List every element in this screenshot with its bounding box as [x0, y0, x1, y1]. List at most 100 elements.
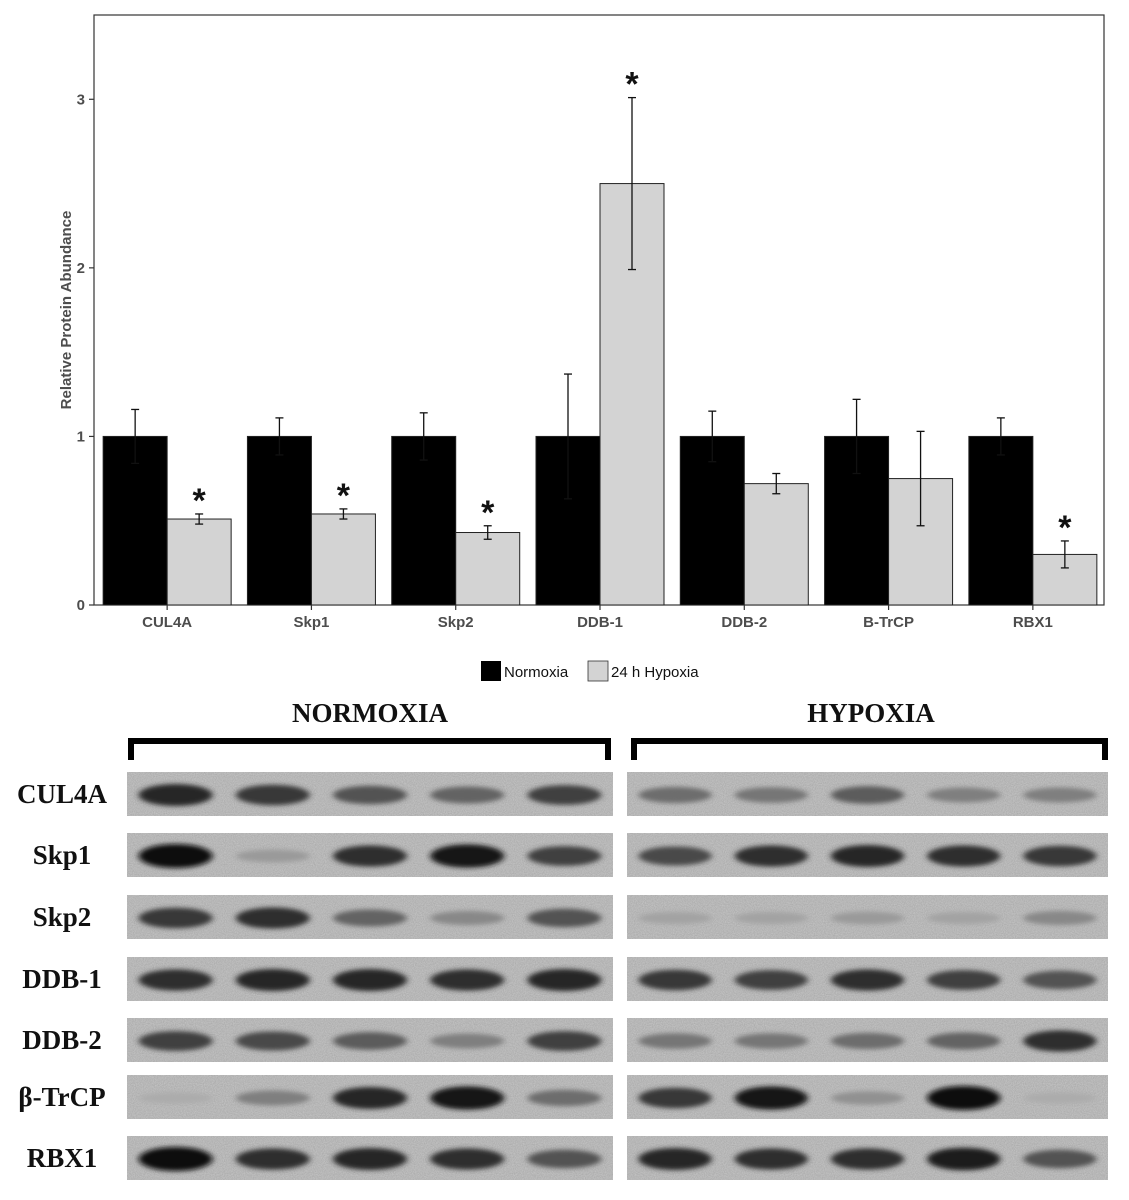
blot-band [138, 844, 213, 868]
x-axis: CUL4A Skp1 Skp2 DDB-1 DDB-2 B-TrCP RBX1 [142, 605, 1053, 631]
legend-swatch-normoxia [481, 661, 501, 681]
x-tick-label: DDB-1 [577, 614, 623, 631]
y-tick-label: 1 [77, 428, 85, 445]
blot-band [333, 969, 407, 991]
blot-band [830, 969, 905, 991]
significance-marker: * [193, 482, 207, 520]
legend-swatch-hypoxia [587, 660, 609, 682]
blot-band [138, 1031, 213, 1051]
blot-band [430, 1148, 505, 1170]
blot-band [830, 911, 905, 925]
x-tick-label: RBX1 [1013, 614, 1053, 631]
blot-band [1023, 1149, 1097, 1169]
blot-band [235, 1148, 310, 1170]
group-label-normoxia: NORMOXIA [292, 698, 448, 728]
y-tick-label: 2 [77, 260, 85, 277]
bar-series: * * * * * [102, 66, 1098, 606]
y-axis-label: Relative Protein Abundance [58, 211, 75, 410]
bracket-hypoxia [631, 738, 1108, 760]
blot-band [333, 785, 407, 805]
blot-band [138, 784, 213, 806]
blot-band [1023, 910, 1097, 926]
blot-band [927, 1086, 1001, 1110]
blot-band [927, 911, 1001, 925]
blot-band [927, 787, 1001, 803]
y-tick-label: 3 [77, 91, 85, 108]
blot-band [830, 1091, 905, 1105]
blot-band [638, 1033, 712, 1049]
blot-row-label: β-TrCP [18, 1082, 105, 1112]
blot-band [333, 1148, 407, 1170]
bar-hypoxia [166, 518, 232, 606]
blot-band [430, 969, 505, 991]
blot-band [927, 1147, 1001, 1171]
bar-normoxia [102, 435, 168, 606]
y-tick-label: 0 [77, 597, 85, 614]
bracket-normoxia [128, 738, 611, 760]
blot-band [235, 907, 310, 929]
blot-band [734, 970, 808, 990]
y-axis: 0 1 2 3 [77, 91, 94, 614]
legend: Normoxia 24 h Hypoxia [481, 660, 699, 682]
bar-normoxia [679, 435, 745, 606]
blot-band [430, 844, 505, 868]
significance-marker: * [1058, 509, 1072, 547]
blot-band [1023, 970, 1097, 990]
x-tick-label: CUL4A [142, 614, 192, 631]
blot-band [734, 911, 808, 925]
blot-band [830, 786, 905, 804]
blot-band [638, 786, 712, 804]
blot-band [333, 1087, 407, 1109]
blot-band [927, 1032, 1001, 1050]
blot-band [527, 1031, 602, 1051]
blot-band [430, 786, 505, 804]
blot-band [527, 908, 602, 928]
blot-row-label: Skp2 [33, 902, 92, 932]
bar-hypoxia [743, 483, 809, 606]
blot-band [830, 845, 905, 867]
blot-band [638, 846, 712, 866]
blot-band [527, 1089, 602, 1107]
blot-band [1023, 1092, 1097, 1104]
blot-band [527, 969, 602, 991]
blot-band [734, 1033, 808, 1049]
bar-hypoxia [888, 478, 954, 606]
blot-band [430, 1086, 505, 1110]
x-tick-label: Skp1 [293, 614, 329, 631]
blot-band [527, 1149, 602, 1169]
significance-marker: * [481, 494, 495, 532]
blot-band [1023, 845, 1097, 867]
blot-row-label: Skp1 [33, 840, 92, 870]
blot-row-label: RBX1 [27, 1143, 98, 1173]
significance-marker: * [625, 66, 639, 104]
blot-band [830, 1032, 905, 1050]
blot-band [235, 1031, 310, 1051]
blot-band [235, 784, 310, 806]
blot-band [235, 969, 310, 991]
blot-band [734, 1148, 808, 1170]
bar-hypoxia [455, 532, 521, 606]
bar-normoxia [968, 435, 1034, 606]
blot-band [235, 1090, 310, 1106]
blot-band [734, 845, 808, 867]
blot-band [927, 845, 1001, 867]
blot-band [430, 1033, 505, 1049]
group-label-hypoxia: HYPOXIA [807, 698, 935, 728]
blot-band [138, 907, 213, 929]
blot-band [638, 1148, 712, 1170]
legend-label-normoxia: Normoxia [504, 664, 569, 681]
blot-band [333, 1032, 407, 1050]
bar-normoxia [246, 435, 312, 606]
bar-chart: Relative Protein Abundance 0 1 2 3 * * * * * CU… [58, 14, 1105, 682]
blot-band [1023, 787, 1097, 803]
blot-band [638, 969, 712, 991]
x-tick-label: B-TrCP [863, 614, 914, 631]
significance-marker: * [337, 477, 351, 515]
blot-row-label: DDB-1 [22, 964, 102, 994]
blot-band [527, 846, 602, 866]
blot-band [235, 849, 310, 863]
blot-band [430, 910, 505, 926]
blot-row-label: DDB-2 [22, 1025, 102, 1055]
blot-band [138, 969, 213, 991]
